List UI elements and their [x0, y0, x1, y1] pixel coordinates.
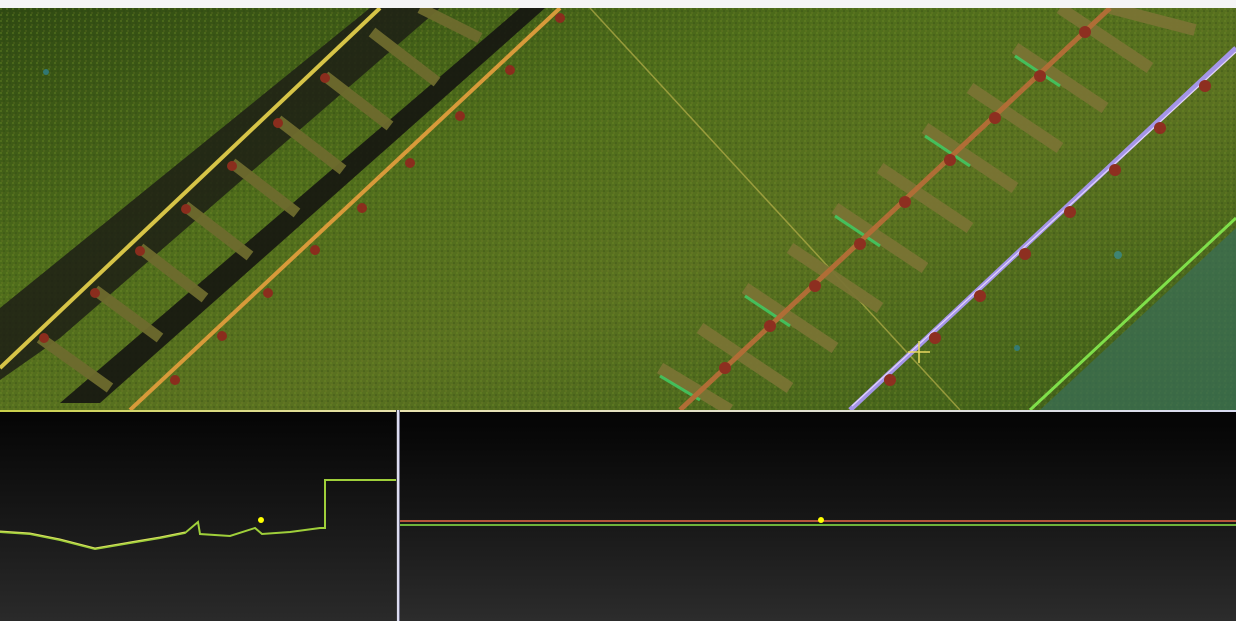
dark-gap-band [60, 8, 545, 403]
vertical-splitter[interactable] [396, 410, 400, 621]
platform-surface [1040, 228, 1236, 410]
dark-shadow-band [0, 8, 440, 380]
horizontal-splitter[interactable] [0, 410, 1236, 412]
platform-edge [1028, 216, 1236, 410]
faint-guide-line [589, 8, 961, 410]
window-top-strip [0, 0, 1236, 8]
longitudinal-viewport[interactable] [400, 412, 1236, 621]
profile-marker-icon[interactable] [258, 517, 264, 523]
cyan-speck [1014, 345, 1020, 351]
plan-viewport[interactable] [0, 8, 1236, 410]
cross-section-line [0, 479, 396, 551]
cyan-speck [1114, 251, 1122, 259]
crosshair-cursor-icon[interactable] [908, 341, 930, 363]
cyan-speck [43, 69, 49, 75]
right-track [656, 8, 1236, 410]
longitudinal-profile [400, 517, 1236, 526]
plan-point-cloud [0, 8, 1236, 410]
profile-marker-icon[interactable] [818, 517, 824, 523]
left-track [0, 8, 565, 410]
cross-section-line-highlight [0, 530, 186, 549]
cross-section-profile [0, 479, 396, 551]
cross-section-viewport[interactable] [0, 412, 396, 621]
